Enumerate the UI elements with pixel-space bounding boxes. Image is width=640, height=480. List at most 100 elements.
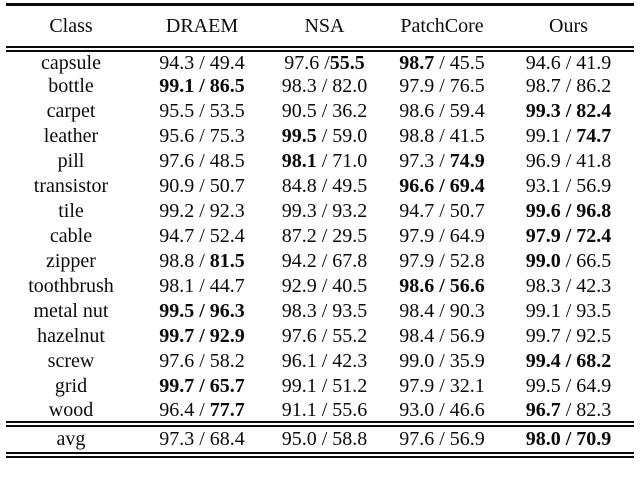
patchcore-cell: 97.9 / 32.1 [399, 375, 485, 397]
table-body: capsule 94.3 / 49.4 97.6 /55.5 98.7 / 45.5 9… [6, 49, 634, 427]
ours-cell: 99.0 / 66.5 [525, 250, 612, 272]
ours-cell: 94.6 / 41.9 [525, 51, 612, 74]
row-class-cell: carpet [46, 100, 96, 122]
header-row: Class DRAEM NSA PatchCore Ours [6, 4, 634, 52]
nsa-cell: 99.1 / 51.2 [281, 375, 368, 397]
row-class-cell: grid [54, 375, 88, 397]
draem-cell: 95.6 / 75.3 [159, 125, 245, 147]
ours-cell: 99.5 / 64.9 [525, 375, 612, 397]
nsa-cell: 98.3 / 93.5 [281, 300, 368, 322]
nsa-cell: 98.1 / 71.0 [281, 150, 368, 172]
ours-cell: 99.1 / 74.7 [525, 125, 612, 147]
nsa-cell: 94.2 / 67.8 [281, 250, 368, 272]
table-row: grid 99.7 / 65.7 99.1 / 51.2 97.9 / 32.1 99.… [6, 374, 634, 399]
nsa-cell: 98.3 / 82.0 [281, 75, 368, 97]
draem-cell: 97.3 / 68.4 [136, 423, 268, 458]
draem-cell: 94.3 / 49.4 [159, 51, 245, 74]
row-class-cell: cable [49, 225, 93, 247]
table-footer: avg 97.3 / 68.4 95.0 / 58.8 97.6 / 56.9 98.0… [6, 423, 634, 458]
draem-cell: 97.6 / 48.5 [159, 150, 245, 172]
patchcore-cell: 97.6 / 56.9 [381, 423, 503, 458]
ours-cell: 99.7 / 92.5 [525, 325, 612, 347]
patchcore-cell: 97.9 / 52.8 [399, 250, 485, 272]
ours-cell: 99.1 / 93.5 [525, 300, 612, 322]
draem-cell: 97.6 / 58.2 [159, 350, 245, 372]
table-row: capsule 94.3 / 49.4 97.6 /55.5 98.7 / 45.5 9… [6, 49, 634, 74]
avg-class-cell: avg [6, 423, 136, 458]
row-class-cell: capsule [41, 51, 101, 74]
table-row: tile 99.2 / 92.3 99.3 / 93.2 94.7 / 50.7 99.… [6, 199, 634, 224]
patchcore-cell: 93.0 / 46.6 [381, 398, 503, 427]
table-row: cable 94.7 / 52.4 87.2 / 29.5 97.9 / 64.9 97… [6, 224, 634, 249]
row-class-cell: zipper [46, 250, 96, 272]
draem-cell: 96.4 / 77.7 [136, 398, 268, 427]
draem-cell: 99.7 / 65.7 [159, 375, 245, 397]
column-header-ours: Ours [503, 4, 634, 52]
row-class-cell: transistor [33, 175, 109, 197]
nsa-cell: 95.0 / 58.8 [268, 423, 381, 458]
table-row: bottle 99.1 / 86.5 98.3 / 82.0 97.9 / 76.5 9… [6, 74, 634, 99]
nsa-cell: 96.1 / 42.3 [281, 350, 368, 372]
ours-cell: 98.7 / 86.2 [525, 75, 612, 97]
row-class-cell: toothbrush [28, 275, 114, 297]
draem-cell: 99.1 / 86.5 [159, 75, 245, 97]
nsa-cell: 84.8 / 49.5 [281, 175, 368, 197]
row-class-cell: pill [57, 150, 85, 172]
nsa-cell: 97.6 / 55.2 [281, 325, 368, 347]
nsa-cell: 87.2 / 29.5 [281, 225, 368, 247]
patchcore-cell: 98.6 / 59.4 [399, 100, 485, 122]
nsa-cell: 91.1 / 55.6 [268, 398, 381, 427]
patchcore-cell: 99.0 / 35.9 [399, 350, 485, 372]
draem-cell: 99.2 / 92.3 [159, 200, 245, 222]
row-class-cell: tile [58, 200, 84, 222]
table-row: carpet 95.5 / 53.5 90.5 / 36.2 98.6 / 59.4 9… [6, 99, 634, 124]
ours-cell: 93.1 / 56.9 [525, 175, 612, 197]
column-header-patchcore: PatchCore [381, 4, 503, 52]
patchcore-cell: 94.7 / 50.7 [399, 200, 485, 222]
avg-row: avg 97.3 / 68.4 95.0 / 58.8 97.6 / 56.9 98.0… [6, 423, 634, 458]
draem-cell: 99.7 / 92.9 [159, 325, 245, 347]
ours-cell: 98.3 / 42.3 [525, 275, 612, 297]
results-table: Class DRAEM NSA PatchCore Ours capsule 94.3 /… [6, 3, 634, 458]
ours-cell: 99.6 / 96.8 [525, 200, 612, 222]
ours-cell: 99.4 / 68.2 [525, 350, 612, 372]
draem-cell: 98.8 / 81.5 [159, 250, 245, 272]
nsa-cell: 99.5 / 59.0 [281, 125, 368, 147]
table-row: toothbrush 98.1 / 44.7 92.9 / 40.5 98.6 / 5… [6, 274, 634, 299]
row-class-cell: leather [43, 125, 99, 147]
row-class-cell: wood [6, 398, 136, 427]
ours-cell: 96.7 / 82.3 [503, 398, 634, 427]
patchcore-cell: 98.4 / 90.3 [399, 300, 485, 322]
nsa-cell: 97.6 /55.5 [284, 51, 365, 74]
patchcore-cell: 98.4 / 56.9 [399, 325, 485, 347]
patchcore-cell: 98.8 / 41.5 [399, 125, 485, 147]
row-class-cell: screw [47, 350, 95, 372]
row-class-cell: bottle [48, 75, 94, 97]
table-row: pill 97.6 / 48.5 98.1 / 71.0 97.3 / 74.9 96.… [6, 149, 634, 174]
table-row: metal nut 99.5 / 96.3 98.3 / 93.5 98.4 / 90… [6, 299, 634, 324]
column-header-nsa: NSA [268, 4, 381, 52]
ours-cell: 99.3 / 82.4 [525, 100, 612, 122]
patchcore-cell: 97.9 / 64.9 [399, 225, 485, 247]
row-class-cell: hazelnut [37, 325, 105, 347]
patchcore-cell: 97.3 / 74.9 [399, 150, 485, 172]
ours-cell: 97.9 / 72.4 [525, 225, 612, 247]
table-row: screw 97.6 / 58.2 96.1 / 42.3 99.0 / 35.9 99… [6, 349, 634, 374]
table-row: hazelnut 99.7 / 92.9 97.6 / 55.2 98.4 / 56.… [6, 324, 634, 349]
draem-cell: 99.5 / 96.3 [159, 300, 245, 322]
nsa-cell: 90.5 / 36.2 [281, 100, 368, 122]
ours-cell: 98.0 / 70.9 [503, 423, 634, 458]
draem-cell: 94.7 / 52.4 [159, 225, 245, 247]
nsa-cell: 99.3 / 93.2 [281, 200, 368, 222]
table-row: leather 95.6 / 75.3 99.5 / 59.0 98.8 / 41.5… [6, 124, 634, 149]
table-row: transistor 90.9 / 50.7 84.8 / 49.5 96.6 / 6… [6, 174, 634, 199]
nsa-cell: 92.9 / 40.5 [281, 275, 368, 297]
patchcore-cell: 97.9 / 76.5 [399, 75, 485, 97]
table-row: wood 96.4 / 77.7 91.1 / 55.6 93.0 / 46.6 96.… [6, 398, 634, 427]
row-class-cell: metal nut [33, 300, 109, 322]
draem-cell: 98.1 / 44.7 [159, 275, 245, 297]
draem-cell: 95.5 / 53.5 [159, 100, 245, 122]
table-row: zipper 98.8 / 81.5 94.2 / 67.8 97.9 / 52.8 9… [6, 249, 634, 274]
table-header: Class DRAEM NSA PatchCore Ours [6, 4, 634, 52]
